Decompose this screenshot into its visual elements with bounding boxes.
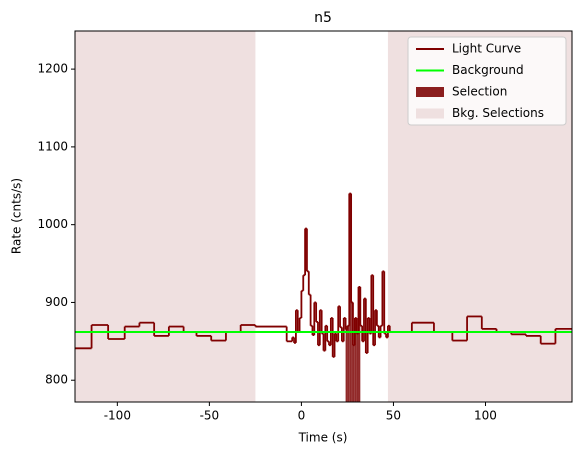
axes-frame xyxy=(74,30,573,403)
selection-fill xyxy=(354,318,357,402)
y-tick-label: 900 xyxy=(45,295,68,309)
chart-title: n5 xyxy=(314,10,332,26)
bkg-selection xyxy=(75,31,256,402)
selection-fill xyxy=(347,325,350,402)
legend-box xyxy=(407,36,567,126)
y-tick-label: 1200 xyxy=(37,62,68,76)
y-tick-label: 1000 xyxy=(37,217,68,231)
legend-label: Background xyxy=(452,63,524,77)
x-tick-label: -50 xyxy=(200,409,220,423)
x-tick-label: -100 xyxy=(104,409,131,423)
legend-label: Bkg. Selections xyxy=(452,106,544,120)
legend-label: Light Curve xyxy=(452,42,521,56)
selection-fill xyxy=(356,333,359,402)
selection-fill xyxy=(349,193,352,402)
legend-label: Selection xyxy=(452,85,507,99)
selection-fill xyxy=(345,329,348,402)
x-axis-label: Time (s) xyxy=(298,431,348,445)
y-tick-label: 800 xyxy=(45,373,68,387)
x-tick-label: 50 xyxy=(386,409,401,423)
y-tick-label: 1100 xyxy=(37,139,68,153)
selection-fill xyxy=(351,302,353,402)
legend-swatch xyxy=(416,87,444,97)
legend-swatch xyxy=(416,108,444,119)
x-tick-label: 0 xyxy=(298,409,306,423)
selection-fill xyxy=(358,286,361,402)
y-axis-label: Rate (cnts/s) xyxy=(10,178,24,254)
x-tick-label: 100 xyxy=(474,409,497,423)
selection-fill xyxy=(352,345,355,402)
